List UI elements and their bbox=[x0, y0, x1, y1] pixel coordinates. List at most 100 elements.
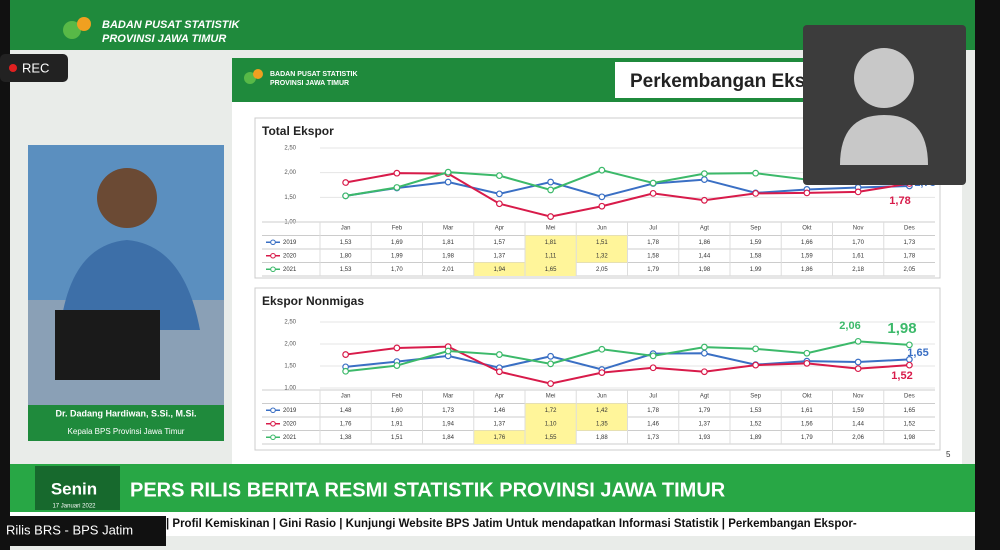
table-cell: 1,84 bbox=[442, 435, 454, 441]
highlight-cell bbox=[525, 262, 577, 276]
table-cell: 1,65 bbox=[545, 267, 557, 273]
table-cell: 1,55 bbox=[545, 435, 557, 441]
data-point bbox=[547, 186, 555, 194]
table-cell: 1,98 bbox=[699, 267, 711, 273]
table-cell: 1,57 bbox=[494, 240, 506, 246]
table-cell: 1,61 bbox=[801, 408, 813, 414]
x-tick-label: Jun bbox=[597, 394, 607, 400]
data-point bbox=[803, 359, 811, 367]
table-cell: 1,73 bbox=[904, 240, 916, 246]
legend-marker bbox=[270, 252, 276, 259]
table-cell: 1,56 bbox=[801, 421, 813, 427]
annotation: 1,98 bbox=[887, 320, 916, 337]
table-cell: 1,98 bbox=[442, 253, 454, 259]
table-cell: 1,79 bbox=[647, 267, 659, 273]
page-number: 5 bbox=[946, 450, 951, 459]
day: Senin bbox=[51, 479, 97, 498]
y-tick-label: 1,00 bbox=[284, 386, 296, 392]
data-point bbox=[495, 351, 503, 358]
annotation: 1,52 bbox=[891, 370, 912, 382]
x-tick-label: Jul bbox=[649, 394, 657, 400]
table-cell: 1,73 bbox=[442, 408, 454, 414]
annotation: 2,06 bbox=[839, 320, 860, 332]
table-cell: 1,11 bbox=[545, 253, 557, 259]
region-name: PROVINSI JAWA TIMUR bbox=[102, 33, 226, 45]
data-point bbox=[752, 345, 760, 353]
x-tick-label: Jun bbox=[597, 226, 607, 232]
x-tick-label: Nov bbox=[853, 394, 864, 400]
x-tick-label: Mei bbox=[546, 394, 556, 400]
data-point bbox=[905, 341, 913, 349]
x-tick-label: Nov bbox=[853, 226, 864, 232]
x-tick-label: Jul bbox=[649, 226, 657, 232]
series-line bbox=[345, 345, 910, 385]
table-cell: 1,73 bbox=[647, 435, 659, 441]
x-tick-label: Okt bbox=[802, 226, 812, 232]
data-point bbox=[854, 358, 862, 366]
legend-marker bbox=[270, 407, 276, 414]
table-cell: 1,60 bbox=[391, 408, 403, 414]
day-box bbox=[35, 466, 120, 510]
table-cell: 2,05 bbox=[904, 267, 916, 273]
table-cell: 1,53 bbox=[750, 408, 762, 414]
data-point bbox=[495, 190, 503, 198]
data-point bbox=[854, 188, 862, 196]
legend-label: 2019 bbox=[283, 408, 297, 414]
data-point bbox=[393, 184, 401, 191]
data-point bbox=[547, 178, 555, 186]
highlight-cell bbox=[576, 249, 628, 263]
slide-org: BADAN PUSAT STATISTIK bbox=[270, 71, 358, 78]
x-tick-label: Sep bbox=[750, 226, 761, 232]
x-tick-label: Apr bbox=[495, 226, 504, 232]
data-point bbox=[854, 337, 862, 345]
y-tick-label: 1,50 bbox=[284, 195, 296, 201]
chart-title: Ekspor Nonmigas bbox=[262, 294, 364, 308]
table-cell: 1,59 bbox=[801, 253, 813, 259]
highlight-cell bbox=[473, 262, 525, 276]
table-cell: 1,72 bbox=[545, 408, 557, 414]
data-point bbox=[803, 189, 811, 197]
data-point bbox=[752, 169, 760, 177]
table-cell: 1,53 bbox=[340, 267, 352, 273]
data-point bbox=[393, 169, 401, 177]
slide-region: PROVINSI JAWA TIMUR bbox=[270, 80, 349, 87]
date: 17 Januari 2022 bbox=[52, 504, 96, 510]
data-point bbox=[649, 352, 657, 360]
presenter-body bbox=[60, 240, 200, 330]
org-name: BADAN PUSAT STATISTIK bbox=[102, 19, 241, 31]
data-point bbox=[803, 349, 811, 357]
data-point bbox=[547, 360, 555, 368]
x-tick-label: Agt bbox=[700, 394, 709, 400]
legend-marker bbox=[270, 239, 276, 246]
logo bbox=[77, 17, 91, 31]
x-tick-label: Mar bbox=[443, 226, 453, 232]
ticker-bar bbox=[10, 512, 975, 536]
chart-title: Total Ekspor bbox=[262, 124, 334, 138]
data-point bbox=[495, 172, 503, 180]
data-point bbox=[649, 179, 657, 187]
table-cell: 1,59 bbox=[852, 408, 864, 414]
legend-marker bbox=[270, 434, 276, 441]
table-cell: 1,79 bbox=[801, 435, 813, 441]
table-cell: 1,94 bbox=[442, 421, 454, 427]
data-point bbox=[649, 189, 657, 197]
table-cell: 1,81 bbox=[545, 240, 557, 246]
table-cell: 1,38 bbox=[340, 435, 352, 441]
table-cell: 1,99 bbox=[391, 253, 403, 259]
table-cell: 1,52 bbox=[904, 421, 916, 427]
data-point bbox=[342, 351, 350, 358]
table-cell: 1,52 bbox=[750, 421, 762, 427]
table-cell: 1,37 bbox=[494, 253, 506, 259]
table-cell: 1,78 bbox=[904, 253, 916, 259]
legend-label: 2021 bbox=[283, 435, 297, 441]
table-cell: 1,79 bbox=[699, 408, 711, 414]
table-cell: 1,76 bbox=[340, 421, 352, 427]
data-point bbox=[598, 166, 606, 174]
data-point bbox=[444, 347, 452, 355]
data-point bbox=[444, 178, 452, 186]
table-cell: 2,01 bbox=[442, 267, 454, 273]
table-cell: 1,37 bbox=[699, 421, 711, 427]
data-point bbox=[444, 168, 452, 176]
table-cell: 1,10 bbox=[545, 421, 557, 427]
highlight-cell bbox=[576, 403, 628, 417]
